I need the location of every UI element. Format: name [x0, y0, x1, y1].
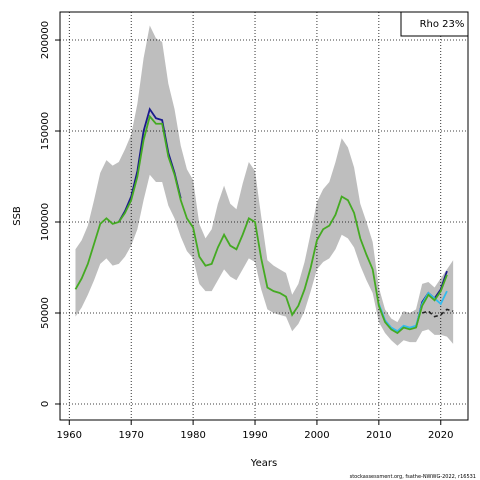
x-tick-label: 1970	[118, 430, 143, 441]
series-line	[118, 107, 182, 223]
annotation: Rho 23%	[420, 19, 465, 30]
series-line	[74, 114, 448, 335]
y-tick-label: 200000	[40, 21, 51, 59]
x-tick-label: 2020	[428, 430, 453, 441]
x-tick-label: 1980	[180, 430, 205, 441]
series-line	[421, 308, 454, 318]
plot-frame	[59, 11, 469, 421]
x-tick-label: 2010	[366, 430, 391, 441]
y-tick-label: 0	[40, 401, 51, 407]
x-tick-label: 1990	[242, 430, 267, 441]
confidence-band	[75, 25, 454, 346]
annotation-box	[400, 11, 469, 37]
footnote: stockassessment.org, fsathe-NWWG-2022, r…	[350, 474, 476, 480]
y-tick-label: 150000	[40, 112, 51, 150]
x-tick-label: 2000	[304, 430, 329, 441]
y-axis-label: SSB	[12, 206, 23, 226]
x-tick-label: 1960	[57, 430, 82, 441]
x-axis-label: Years	[250, 458, 277, 469]
y-tick-label: 100000	[40, 203, 51, 241]
y-tick-label: 50000	[40, 297, 51, 329]
